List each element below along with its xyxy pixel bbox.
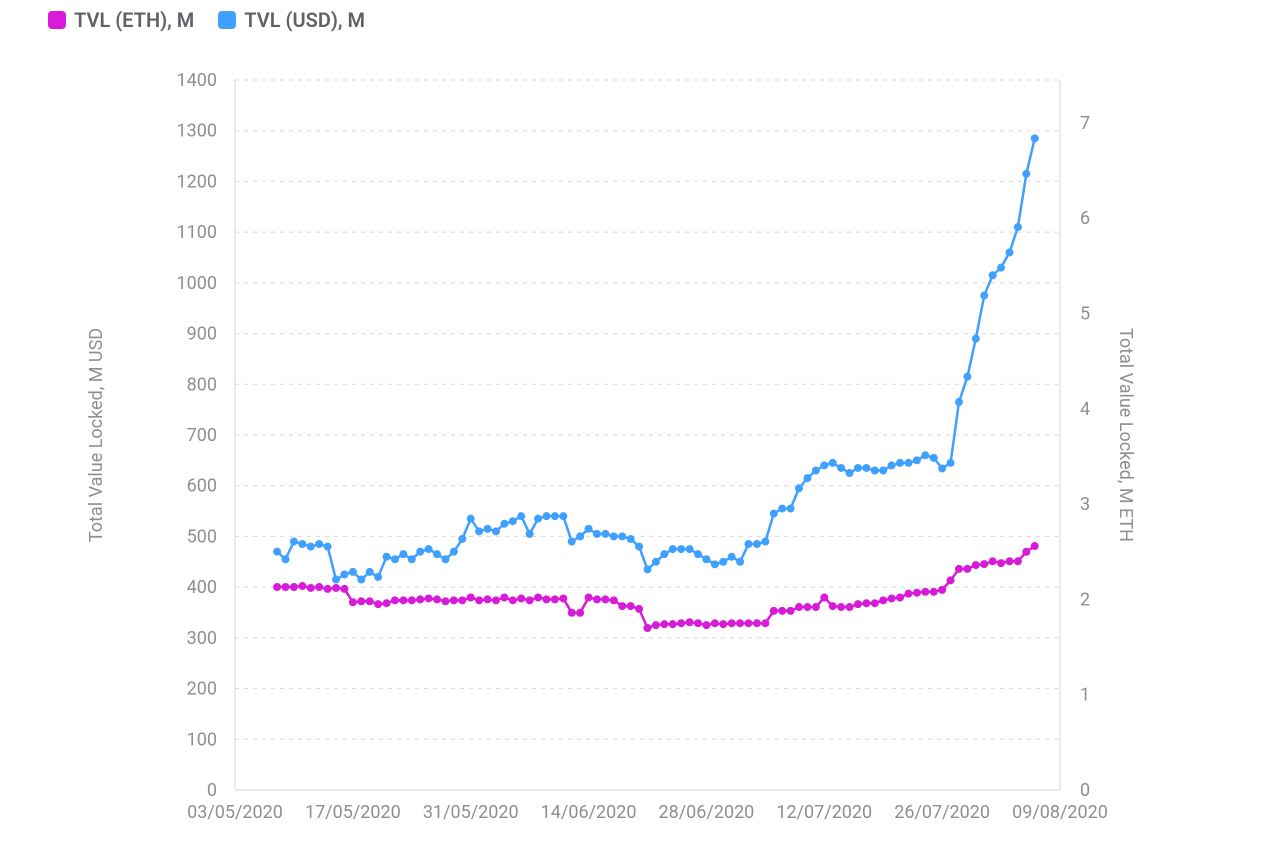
svg-text:1200: 1200 [177,171,217,192]
svg-text:600: 600 [187,476,217,497]
svg-text:1: 1 [1080,685,1090,706]
svg-text:1100: 1100 [177,222,217,243]
svg-text:Total Value Locked, M USD: Total Value Locked, M USD [86,328,107,542]
svg-text:26/07/2020: 26/07/2020 [894,802,990,823]
svg-text:09/08/2020: 09/08/2020 [1012,802,1108,823]
svg-text:1000: 1000 [177,273,217,294]
svg-text:4: 4 [1080,399,1090,420]
svg-text:0: 0 [207,780,217,801]
svg-text:1400: 1400 [177,70,217,91]
svg-text:3: 3 [1080,494,1090,515]
svg-text:7: 7 [1080,113,1090,134]
svg-text:Total Value Locked, M ETH: Total Value Locked, M ETH [1115,328,1136,542]
tvl-chart: 0100200300400500600700800900100011001200… [0,0,1280,858]
svg-text:300: 300 [187,628,217,649]
svg-text:800: 800 [187,374,217,395]
svg-text:28/06/2020: 28/06/2020 [659,802,755,823]
svg-text:2: 2 [1080,589,1090,610]
svg-text:03/05/2020: 03/05/2020 [187,802,283,823]
svg-text:6: 6 [1080,208,1090,229]
svg-text:17/05/2020: 17/05/2020 [305,802,401,823]
svg-text:900: 900 [187,324,217,345]
svg-text:0: 0 [1080,780,1090,801]
svg-text:700: 700 [187,425,217,446]
svg-text:200: 200 [187,679,217,700]
svg-text:500: 500 [187,526,217,547]
svg-text:12/07/2020: 12/07/2020 [776,802,872,823]
svg-text:5: 5 [1080,303,1090,324]
svg-text:31/05/2020: 31/05/2020 [423,802,519,823]
svg-text:100: 100 [187,729,217,750]
svg-text:1300: 1300 [177,121,217,142]
svg-text:14/06/2020: 14/06/2020 [541,802,637,823]
svg-text:400: 400 [187,577,217,598]
